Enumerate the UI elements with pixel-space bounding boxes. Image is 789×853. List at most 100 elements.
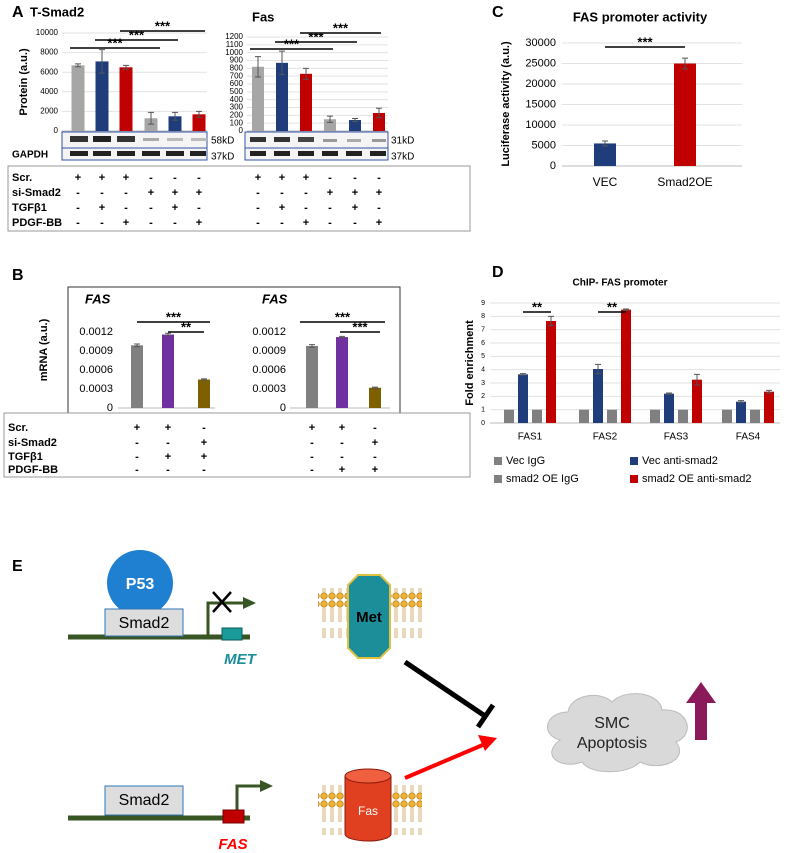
- y-tick-label: 900: [230, 56, 244, 65]
- blot-label: GAPDH: [12, 150, 48, 161]
- table-cell: +: [339, 422, 345, 434]
- y-tick-label: 0: [54, 126, 59, 135]
- chart-title: FAS promoter activity: [573, 9, 708, 24]
- table-cell: -: [124, 187, 128, 199]
- table-cell: +: [165, 422, 171, 434]
- chart-title: ChIP- FAS promoter: [572, 278, 667, 289]
- table-cell: +: [376, 217, 382, 229]
- significance-label: ***: [166, 309, 182, 324]
- node-label: Met: [356, 609, 382, 626]
- y-tick-label: 0: [481, 420, 485, 427]
- diagram: [68, 550, 716, 842]
- error-bar: [376, 107, 382, 119]
- bar: [607, 409, 617, 423]
- panel-label: E: [12, 558, 23, 575]
- table-cell: -: [76, 187, 80, 199]
- y-tick-label: 0: [550, 160, 556, 172]
- table-cell: -: [100, 217, 104, 229]
- table-cell: +: [372, 464, 378, 476]
- table-cell: -: [373, 422, 377, 434]
- y-tick-label: 300: [230, 103, 244, 112]
- error-bar: [666, 392, 672, 395]
- y-tick-label: 700: [230, 71, 244, 80]
- table-cell: -: [377, 172, 381, 184]
- panel-label: B: [12, 267, 24, 284]
- x-tick-label: Smad2OE: [657, 175, 712, 189]
- error-bar: [303, 67, 309, 80]
- table-cell: -: [256, 187, 260, 199]
- node-label: Apoptosis: [577, 735, 647, 752]
- table-cell: -: [328, 217, 332, 229]
- bar: [131, 345, 143, 408]
- table-cell: -: [310, 451, 314, 463]
- y-axis-label: Luciferase activity (a.u.): [500, 41, 512, 167]
- y-tick-label: 4: [481, 367, 485, 374]
- y-tick-label: 25000: [525, 57, 556, 69]
- table-cell: -: [340, 451, 344, 463]
- bar: [95, 61, 109, 131]
- error-bar: [352, 117, 358, 123]
- panel-label: D: [492, 264, 504, 281]
- table-cell: +: [75, 172, 81, 184]
- error-bar: [165, 332, 171, 337]
- legend-label: smad2 OE anti-smad2: [642, 473, 751, 485]
- table-cell: +: [279, 172, 285, 184]
- y-tick-label: 0.0012: [79, 326, 113, 338]
- bar: [736, 401, 746, 423]
- y-tick-label: 30000: [525, 37, 556, 49]
- bar: [518, 374, 528, 423]
- error-bar: [196, 110, 202, 118]
- y-tick-label: 0.0012: [252, 326, 286, 338]
- table-cell: +: [172, 187, 178, 199]
- row-label: TGFβ1: [12, 202, 47, 214]
- legend-swatch: [630, 475, 638, 483]
- table-cell: -: [280, 187, 284, 199]
- table-cell: -: [353, 217, 357, 229]
- bar: [750, 409, 760, 423]
- table-cell: -: [377, 202, 381, 214]
- table-cell: +: [201, 437, 207, 449]
- table-cell: -: [310, 437, 314, 449]
- table-cell: +: [303, 217, 309, 229]
- table-cell: +: [372, 437, 378, 449]
- bar: [532, 409, 542, 423]
- error-bar: [148, 111, 154, 125]
- significance-label: ***: [129, 27, 145, 42]
- table-cell: -: [135, 451, 139, 463]
- chart-title: T-Smad2: [30, 4, 84, 19]
- table-cell: -: [149, 217, 153, 229]
- table-cell: -: [166, 464, 170, 476]
- y-tick-label: 0.0006: [79, 364, 113, 376]
- bar: [119, 67, 133, 131]
- blot-label: 58kD: [211, 136, 234, 147]
- significance-label: ***: [155, 18, 171, 33]
- y-tick-label: 0.0009: [79, 345, 113, 357]
- table-cell: +: [255, 172, 261, 184]
- y-tick-label: 2: [481, 393, 485, 400]
- table-cell: +: [376, 187, 382, 199]
- table-cell: -: [280, 217, 284, 229]
- y-tick-label: 0.0003: [252, 383, 286, 395]
- bar: [198, 379, 210, 408]
- significance-label: ***: [637, 34, 653, 49]
- table-cell: -: [340, 437, 344, 449]
- table-cell: +: [196, 187, 202, 199]
- table-cell: +: [99, 172, 105, 184]
- table-cell: +: [279, 202, 285, 214]
- bar: [369, 387, 381, 408]
- y-tick-label: 0.0003: [79, 383, 113, 395]
- bar: [546, 321, 556, 423]
- table-cell: +: [352, 202, 358, 214]
- bar: [579, 409, 589, 423]
- bar: [276, 62, 288, 131]
- y-axis-label: Protein (a.u.): [18, 48, 30, 116]
- table-cell: +: [339, 464, 345, 476]
- table-cell: -: [304, 187, 308, 199]
- bar: [674, 63, 696, 166]
- y-tick-label: 5000: [532, 139, 556, 151]
- significance-label: ***: [284, 36, 300, 51]
- x-tick-label: FAS2: [593, 432, 618, 443]
- panel-box: [67, 286, 401, 414]
- y-tick-label: 20000: [525, 78, 556, 90]
- bar: [664, 393, 674, 423]
